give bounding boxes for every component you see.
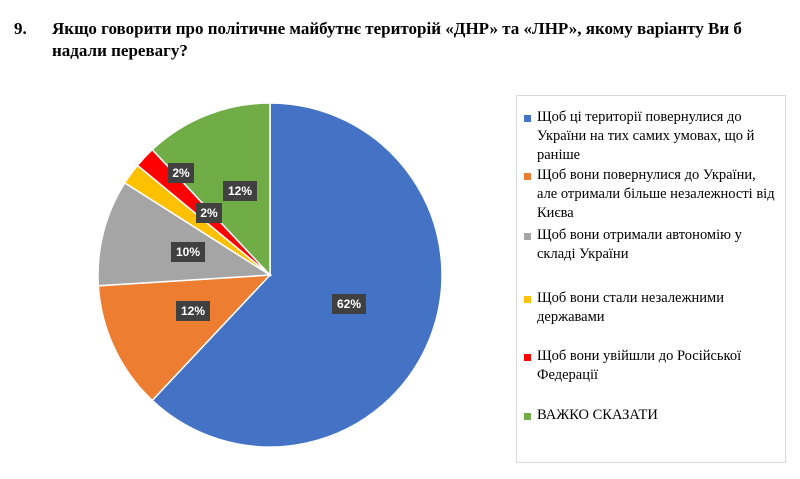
data-label-box <box>223 181 257 201</box>
legend-item: Щоб вони отримали автономію у складі Укр… <box>524 226 779 264</box>
data-label-box <box>176 301 210 321</box>
legend-item: Щоб вони увійшли до Російської Федерації <box>524 347 779 385</box>
data-label-box <box>332 294 366 314</box>
data-label-box <box>196 203 222 223</box>
legend-label: Щоб ці території повернулися до України … <box>537 109 755 163</box>
legend-label: Щоб вони повернулися до України, але отр… <box>537 167 775 221</box>
legend-label: Щоб вони увійшли до Російської Федерації <box>537 348 742 383</box>
legend-item: Щоб вони повернулися до України, але отр… <box>524 166 779 223</box>
legend-marker <box>524 413 531 420</box>
legend-marker <box>524 115 531 122</box>
data-label: 2% <box>168 163 194 183</box>
legend-marker <box>524 296 531 303</box>
data-label-box <box>168 163 194 183</box>
data-label: 12% <box>176 301 210 321</box>
data-label-text: 10% <box>176 245 200 259</box>
legend-label: Щоб вони отримали автономію у складі Укр… <box>537 227 742 262</box>
data-label-box <box>171 242 205 262</box>
data-label-text: 2% <box>200 206 218 220</box>
data-label-text: 2% <box>172 166 190 180</box>
data-label: 12% <box>223 181 257 201</box>
data-label: 2% <box>196 203 222 223</box>
legend-item: ВАЖКО СКАЗАТИ <box>524 406 779 425</box>
data-labels: 62% 12% 10% 2% 2% 12% <box>168 163 366 321</box>
legend-marker <box>524 173 531 180</box>
legend-marker <box>524 354 531 361</box>
data-label-text: 12% <box>181 304 205 318</box>
legend-marker <box>524 233 531 240</box>
pie-slice <box>97 274 272 402</box>
question-text: Якщо говорити про політичне майбутнє тер… <box>52 19 742 60</box>
question-heading: 9. Якщо говорити про політичне майбутнє … <box>14 18 784 62</box>
question-number: 9. <box>14 19 27 38</box>
data-label: 10% <box>171 242 205 262</box>
legend-item: Щоб ці території повернулися до України … <box>524 108 779 165</box>
legend-item: Щоб вони стали незалежними державами <box>524 289 779 327</box>
pie-slice <box>151 102 443 448</box>
data-label: 62% <box>332 294 366 314</box>
data-label-text: 12% <box>228 184 252 198</box>
pie-slice <box>97 181 273 287</box>
pie-slice <box>151 102 271 277</box>
legend-label: Щоб вони стали незалежними державами <box>537 290 724 325</box>
legend-label: ВАЖКО СКАЗАТИ <box>537 407 658 423</box>
chart-legend: Щоб ці території повернулися до України … <box>516 95 786 463</box>
data-label-text: 62% <box>337 297 361 311</box>
